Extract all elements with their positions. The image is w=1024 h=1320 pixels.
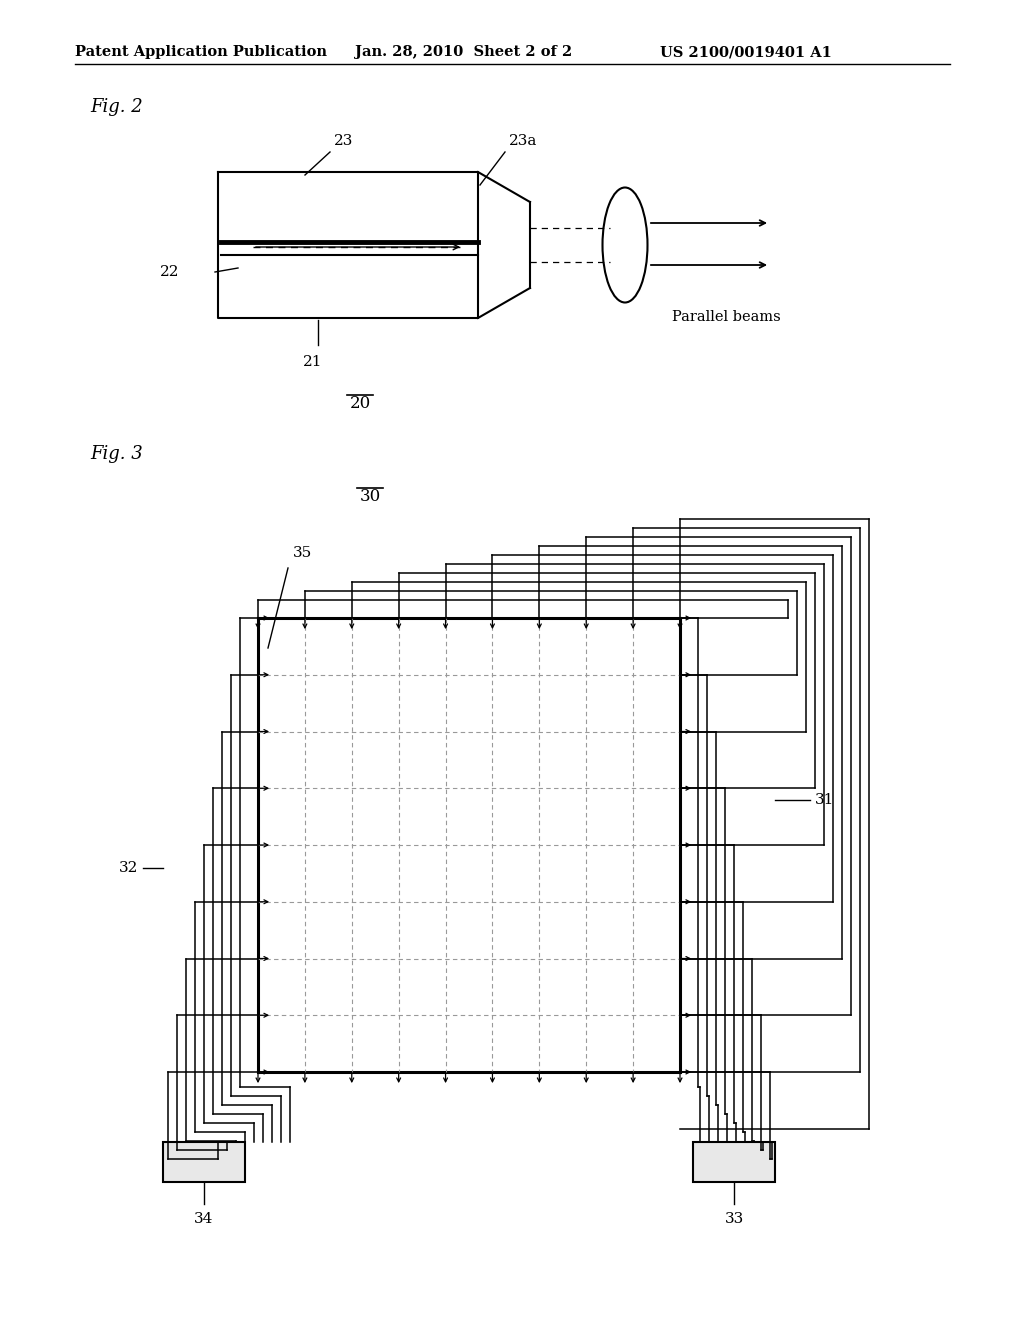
Text: Fig. 3: Fig. 3	[90, 445, 142, 463]
Text: 30: 30	[359, 488, 381, 506]
Text: 22: 22	[160, 265, 179, 279]
Text: 34: 34	[195, 1212, 214, 1226]
Text: 33: 33	[724, 1212, 743, 1226]
Polygon shape	[693, 1142, 775, 1181]
Text: Parallel beams: Parallel beams	[672, 310, 780, 323]
Text: 31: 31	[815, 792, 835, 807]
Text: 21: 21	[303, 355, 323, 370]
Text: Fig. 2: Fig. 2	[90, 98, 142, 116]
Text: Jan. 28, 2010  Sheet 2 of 2: Jan. 28, 2010 Sheet 2 of 2	[355, 45, 572, 59]
Text: US 2100/0019401 A1: US 2100/0019401 A1	[660, 45, 831, 59]
Text: Patent Application Publication: Patent Application Publication	[75, 45, 327, 59]
Text: 23: 23	[334, 135, 353, 148]
Text: 35: 35	[293, 546, 312, 560]
Text: 20: 20	[349, 395, 371, 412]
Polygon shape	[163, 1142, 245, 1181]
Text: 23a: 23a	[509, 135, 538, 148]
Text: 32: 32	[119, 861, 138, 875]
